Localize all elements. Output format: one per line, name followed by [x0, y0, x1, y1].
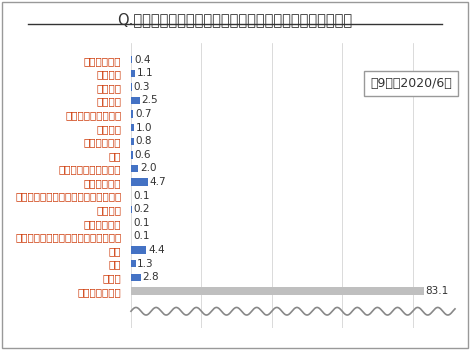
Text: 0.2: 0.2	[133, 204, 150, 214]
Text: 4.4: 4.4	[148, 245, 165, 255]
Text: 0.6: 0.6	[135, 150, 151, 160]
Text: 2.5: 2.5	[141, 96, 158, 105]
Text: 2.0: 2.0	[140, 163, 157, 174]
Bar	[131, 165, 138, 172]
Text: 2.8: 2.8	[142, 272, 159, 282]
Bar	[131, 260, 135, 267]
Text: 第9回（2020/6）: 第9回（2020/6）	[370, 77, 452, 90]
Bar	[131, 246, 147, 254]
Text: 1.1: 1.1	[137, 68, 153, 78]
Text: Q.今年のゴールデンウィーク、どこかに出かけましたか？: Q.今年のゴールデンウィーク、どこかに出かけましたか？	[118, 12, 352, 27]
Bar	[131, 110, 133, 118]
Bar	[131, 124, 134, 131]
Text: 83.1: 83.1	[425, 286, 449, 296]
Bar	[131, 138, 134, 145]
Bar	[131, 273, 141, 281]
Bar	[131, 56, 133, 63]
Text: 0.1: 0.1	[133, 218, 149, 228]
Bar	[131, 205, 132, 213]
Bar	[131, 178, 148, 186]
Text: 0.7: 0.7	[135, 109, 152, 119]
Text: 0.1: 0.1	[133, 231, 149, 242]
Text: 0.3: 0.3	[134, 82, 150, 92]
Bar	[131, 151, 133, 159]
Text: 0.4: 0.4	[134, 55, 151, 65]
Bar	[131, 70, 135, 77]
Bar	[131, 83, 132, 91]
Bar	[131, 97, 140, 104]
Bar	[131, 287, 423, 295]
Text: 1.3: 1.3	[137, 259, 154, 269]
Text: 0.1: 0.1	[133, 191, 149, 201]
Text: 1.0: 1.0	[136, 123, 153, 133]
Text: 4.7: 4.7	[149, 177, 166, 187]
Text: 0.8: 0.8	[135, 136, 152, 146]
